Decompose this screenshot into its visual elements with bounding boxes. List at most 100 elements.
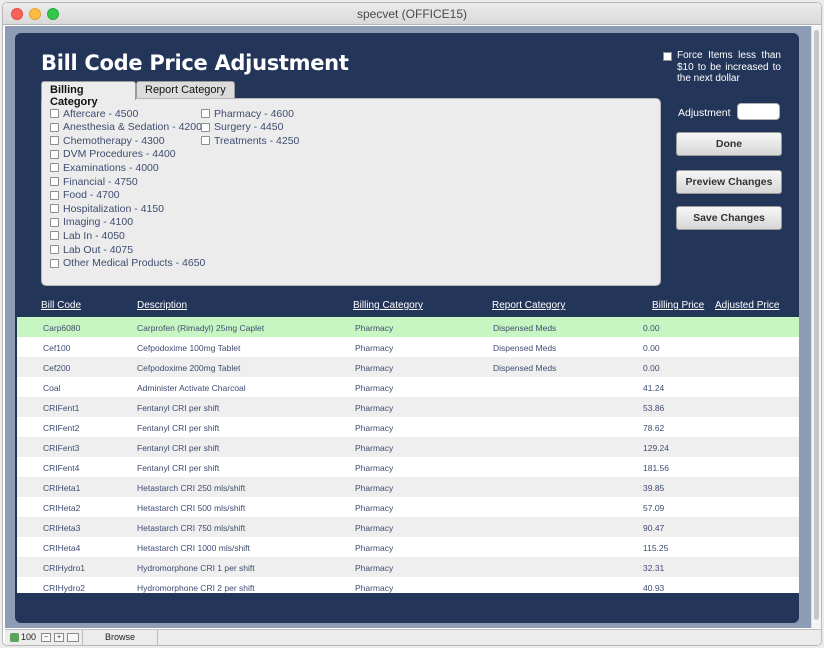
checkbox-icon[interactable]	[50, 258, 59, 268]
category-label: Imaging - 4100	[63, 216, 134, 229]
lock-icon	[10, 633, 19, 642]
column-header-billing-category[interactable]: Billing Category	[353, 300, 424, 311]
checkbox-icon[interactable]	[201, 122, 210, 132]
save-changes-button[interactable]: Save Changes	[676, 206, 782, 230]
category-checkbox-item[interactable]: Aftercare - 4500	[50, 107, 138, 120]
cell-description: Fentanyl CRI per shift	[137, 443, 220, 453]
close-window-button[interactable]	[11, 8, 23, 20]
adjustment-input[interactable]	[737, 103, 780, 120]
cell-bill-code: Coal	[43, 383, 61, 393]
cell-billing-category: Pharmacy	[355, 383, 394, 393]
checkbox-icon[interactable]	[50, 122, 59, 132]
zoom-in-button[interactable]: +	[54, 633, 64, 642]
zoom-out-button[interactable]: −	[41, 633, 51, 642]
table-row[interactable]: Cef200 Cefpodoxime 200mg Tablet Pharmacy Di…	[17, 357, 799, 377]
table-row[interactable]: Cef100 Cefpodoxime 100mg Tablet Pharmacy Di…	[17, 337, 799, 357]
table-row[interactable]: CRIFent4 Fentanyl CRI per shift Pharmacy 18…	[17, 457, 799, 477]
table-row[interactable]: CRIHeta2 Hetastarch CRI 500 mls/shift Phar…	[17, 497, 799, 517]
done-button[interactable]: Done	[676, 132, 782, 156]
cell-billing-category: Pharmacy	[355, 443, 394, 453]
checkbox-icon[interactable]	[50, 190, 59, 200]
table-row[interactable]: CRIFent1 Fentanyl CRI per shift Pharmacy 53…	[17, 397, 799, 417]
cell-billing-category: Pharmacy	[355, 583, 394, 593]
category-checkbox-item[interactable]: Lab Out - 4075	[50, 243, 133, 256]
cell-billing-price: 0.00	[643, 323, 660, 333]
cell-report-category: Dispensed Meds	[493, 323, 557, 333]
column-header-billing-price[interactable]: Billing Price	[652, 300, 705, 311]
category-label: Lab Out - 4075	[63, 243, 134, 256]
cell-bill-code: Carp6080	[43, 323, 81, 333]
cell-billing-price: 53.86	[643, 403, 665, 413]
category-label: Chemotherapy - 4300	[63, 134, 165, 147]
scrollbar-thumb[interactable]	[814, 30, 819, 620]
table-row[interactable]: CRIHeta1 Hetastarch CRI 250 mls/shift Phar…	[17, 477, 799, 497]
table-row[interactable]: CRIFent3 Fentanyl CRI per shift Pharmacy 12…	[17, 437, 799, 457]
cell-bill-code: CRIFent2	[43, 423, 80, 433]
cell-billing-category: Pharmacy	[355, 503, 394, 513]
zoom-level[interactable]: 100	[21, 632, 37, 642]
category-checkbox-item[interactable]: Chemotherapy - 4300	[50, 134, 165, 147]
category-checkbox-item[interactable]: Treatments - 4250	[201, 134, 299, 147]
cell-description: Fentanyl CRI per shift	[137, 423, 220, 433]
mode-selector[interactable]: Browse	[82, 630, 158, 645]
main-panel: Bill Code Price Adjustment Billing Categ…	[15, 33, 799, 623]
table-row[interactable]: CRIHeta4 Hetastarch CRI 1000 mls/shift Pha…	[17, 537, 799, 557]
checkbox-icon[interactable]	[50, 204, 59, 214]
checkbox-icon[interactable]	[50, 163, 59, 173]
status-toolbar-toggle-icon[interactable]	[67, 633, 79, 642]
checkbox-icon[interactable]	[50, 231, 59, 241]
cell-billing-category: Pharmacy	[355, 523, 394, 533]
category-checkbox-item[interactable]: Pharmacy - 4600	[201, 107, 294, 120]
category-checkbox-item[interactable]: Financial - 4750	[50, 175, 138, 188]
table-row[interactable]: CRIHydro2 Hydromorphone CRI 2 per shift Ph…	[17, 577, 799, 593]
category-checkbox-item[interactable]: Hospitalization - 4150	[50, 202, 164, 215]
checkbox-icon[interactable]	[50, 149, 59, 159]
table-row[interactable]: CRIFent2 Fentanyl CRI per shift Pharmacy 78…	[17, 417, 799, 437]
category-checkbox-item[interactable]: Food - 4700	[50, 189, 120, 202]
column-header-bill-code[interactable]: Bill Code	[41, 300, 82, 311]
minimize-window-button[interactable]	[29, 8, 41, 20]
category-checkbox-item[interactable]: Imaging - 4100	[50, 216, 133, 229]
checkbox-icon[interactable]	[50, 109, 59, 118]
zoom-window-button[interactable]	[47, 8, 59, 20]
force-round-option[interactable]: Force Items less than $10 to be increase…	[663, 50, 781, 85]
cell-billing-price: 32.31	[643, 563, 665, 573]
category-checkbox-item[interactable]: Surgery - 4450	[201, 121, 283, 134]
cell-bill-code: CRIHeta4	[43, 543, 81, 553]
category-checkbox-item[interactable]: Lab In - 4050	[50, 229, 125, 242]
cell-billing-price: 41.24	[643, 383, 665, 393]
checkbox-icon[interactable]	[201, 136, 210, 146]
cell-bill-code: CRIHeta3	[43, 523, 81, 533]
cell-billing-category: Pharmacy	[355, 543, 394, 553]
table-row[interactable]: Coal Administer Activate Charcoal Pharmacy…	[17, 377, 799, 397]
category-checkbox-item[interactable]: Other Medical Products - 4650	[50, 257, 205, 270]
checkbox-icon[interactable]	[50, 177, 59, 186]
column-header-adjusted-price[interactable]: Adjusted Price	[715, 300, 780, 311]
column-header-report-category[interactable]: Report Category	[492, 300, 566, 311]
vertical-scrollbar[interactable]	[811, 26, 821, 628]
cell-description: Hydromorphone CRI 1 per shift	[137, 563, 255, 573]
category-label: Surgery - 4450	[214, 121, 284, 134]
table-row[interactable]: CRIHydro1 Hydromorphone CRI 1 per shift Ph…	[17, 557, 799, 577]
cell-billing-price: 115.25	[643, 543, 669, 553]
checkbox-icon[interactable]	[50, 136, 59, 146]
cell-description: Administer Activate Charcoal	[137, 383, 246, 393]
preview-changes-button[interactable]: Preview Changes	[676, 170, 782, 194]
cell-bill-code: CRIFent1	[43, 403, 80, 413]
table-row[interactable]: CRIHeta3 Hetastarch CRI 750 mls/shift Phar…	[17, 517, 799, 537]
tab-billing-category[interactable]: Billing Category	[41, 81, 136, 108]
category-checkbox-item[interactable]: Anesthesia & Sedation - 4200	[50, 121, 202, 134]
tab-report-category[interactable]: Report Category	[136, 81, 235, 99]
cell-bill-code: CRIHydro1	[43, 563, 86, 573]
category-label: Lab In - 4050	[63, 229, 125, 242]
checkbox-icon[interactable]	[50, 245, 59, 254]
cell-description: Hetastarch CRI 1000 mls/shift	[137, 543, 250, 553]
force-round-checkbox[interactable]	[663, 52, 672, 61]
category-checkbox-item[interactable]: DVM Procedures - 4400	[50, 148, 176, 161]
column-header-description[interactable]: Description	[137, 300, 188, 311]
table-row[interactable]: Carp6080 Carprofen (Rimadyl) 25mg Caplet P…	[17, 317, 799, 337]
category-checkbox-item[interactable]: Examinations - 4000	[50, 161, 159, 174]
checkbox-icon[interactable]	[50, 217, 59, 227]
cell-billing-category: Pharmacy	[355, 403, 394, 413]
checkbox-icon[interactable]	[201, 109, 210, 118]
